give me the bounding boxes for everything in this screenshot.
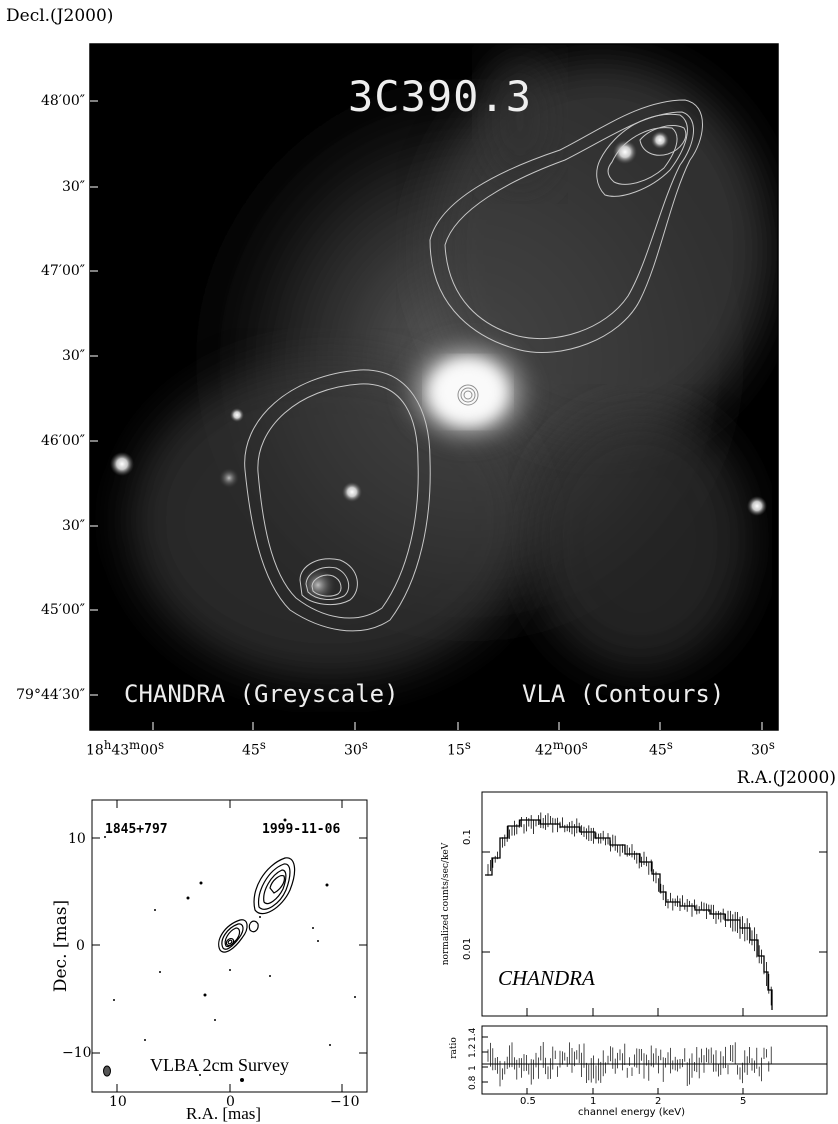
vlba-y-tick: 10	[68, 831, 86, 847]
x-tick: 15s	[447, 738, 471, 759]
vlba-x-tick: −10	[330, 1094, 360, 1110]
spectrum-chandra-label: CHANDRA	[498, 966, 595, 991]
spectrum-y-axis-label: normalized counts/sec/keV	[441, 842, 451, 965]
vlba-source-name: 1845+797	[105, 822, 168, 837]
y-tick: 30″	[62, 179, 85, 195]
ratio-tick: 1.4	[468, 1028, 478, 1042]
vlba-y-axis-label: Dec. [mas]	[51, 900, 71, 992]
x-tick: 45s	[242, 738, 266, 759]
ratio-axis-label: ratio	[449, 1037, 459, 1059]
chandra-spectrum-plot: normalized counts/sec/keV ratio	[430, 790, 838, 1124]
spectrum-x-tick: 2	[655, 1096, 661, 1107]
y-tick: 45′00″	[41, 602, 85, 618]
ratio-tick: 1.2	[468, 1044, 478, 1058]
ratio-tick: 1	[468, 1065, 478, 1071]
vla-contours-label: VLA (Contours)	[522, 680, 724, 708]
vlba-x-axis-label: R.A. [mas]	[186, 1104, 261, 1124]
x-tick: 42m00s	[535, 738, 588, 759]
x-tick: 30s	[751, 738, 775, 759]
y-tick: 48′00″	[41, 93, 85, 109]
y-tick: 47′00″	[41, 263, 85, 279]
spectrum-x-tick: 0.5	[520, 1096, 536, 1107]
image-title: 3C390.3	[348, 72, 532, 121]
vlba-y-tick: 0	[76, 938, 85, 954]
y-tick: 30″	[62, 518, 85, 534]
spectrum-x-tick: 5	[740, 1096, 746, 1107]
x-tick: 45s	[649, 738, 673, 759]
spectrum-x-axis-label: channel energy (keV)	[578, 1107, 685, 1118]
y-tick: 46′00″	[41, 433, 85, 449]
spectrum-y-tick: 0.1	[462, 829, 473, 845]
x-tick: 30s	[344, 738, 368, 759]
y-tick: 30″	[62, 348, 85, 364]
x-tick: 18h43m00s	[86, 738, 164, 759]
x-axis-label: R.A.(J2000)	[737, 768, 836, 788]
spectrum-y-tick: 0.01	[462, 938, 473, 960]
vlba-date: 1999-11-06	[262, 822, 340, 837]
vlba-x-tick: 10	[109, 1094, 127, 1110]
chandra-greyscale-label: CHANDRA (Greyscale)	[124, 680, 399, 708]
spectrum-x-tick: 1	[590, 1096, 596, 1107]
y-tick: 79°44′30″	[16, 687, 85, 703]
ratio-tick: 0.8	[468, 1076, 478, 1090]
vlba-y-tick: −10	[62, 1045, 92, 1061]
vlba-survey-label: VLBA 2cm Survey	[150, 1055, 289, 1076]
